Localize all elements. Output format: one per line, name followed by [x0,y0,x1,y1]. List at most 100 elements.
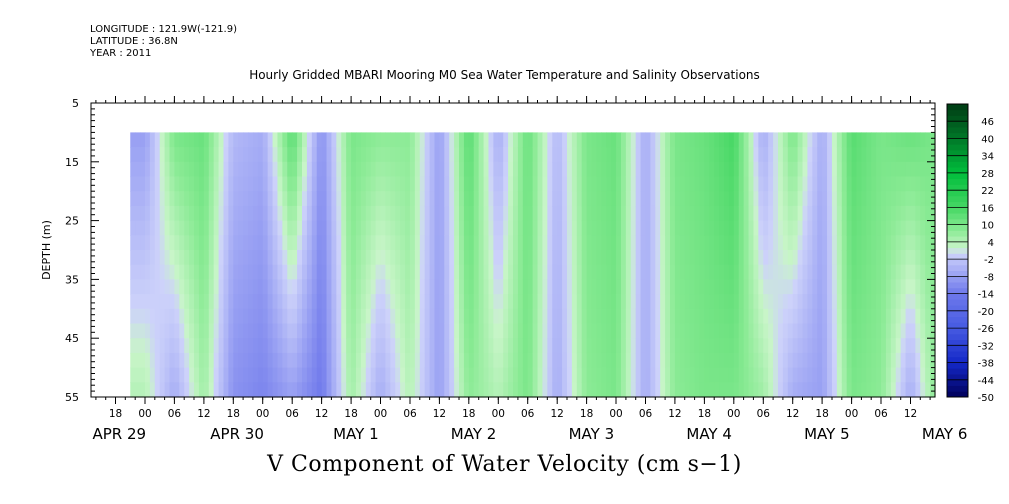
heatmap-cell [292,205,298,222]
heatmap-cell [311,294,318,310]
heatmap-cell [208,147,215,163]
heatmap-cell [586,161,593,178]
heatmap-cell [135,191,141,207]
heatmap-cell [375,264,382,280]
heatmap-cell [665,367,671,383]
x-tick-label: 00 [256,408,269,420]
heatmap-cell [895,338,902,354]
heatmap-cell [429,132,436,148]
heatmap-cell [709,161,715,178]
heatmap-cell [282,147,288,163]
heatmap-cell [488,323,494,339]
heatmap-cell [262,235,269,251]
heatmap-cell [620,264,627,280]
heatmap-cell [488,205,494,222]
heatmap-cell [277,264,283,280]
heatmap-cell [576,367,583,383]
heatmap-cell [724,132,730,148]
heatmap-cell [198,294,205,310]
heatmap-cell [179,191,185,207]
heatmap-cell [267,220,274,236]
heatmap-cell [925,147,931,163]
heatmap-cell [905,161,912,178]
heatmap-cell [385,279,391,295]
heatmap-cell [351,323,357,339]
heatmap-cell [463,191,470,207]
heatmap-cell [483,205,490,222]
heatmap-cell [925,279,931,295]
heatmap-cell [797,382,804,398]
heatmap-cell [670,264,676,280]
heatmap-cell [596,323,602,339]
heatmap-cell [591,323,598,339]
heatmap-cell [365,338,372,354]
heatmap-cell [881,147,887,163]
heatmap-cell [861,338,867,354]
heatmap-cell [424,338,431,354]
heatmap-cell [581,220,588,236]
heatmap-cell [591,220,598,236]
heatmap-cell [655,147,661,163]
axes: 18 00 06 12 18 00 06 12 18 00 06 12 18 00 06 12 18 00 06 12… [40,96,967,443]
heatmap-cell [777,323,784,339]
heatmap-cell [297,323,303,339]
heatmap-cell [380,220,387,236]
heatmap-cell [542,147,548,163]
heatmap-cell [763,323,769,339]
heatmap-cell [140,235,146,251]
heatmap-cell [257,352,264,369]
heatmap-cell [532,352,539,369]
heatmap-cell [434,308,440,325]
heatmap-cell [292,250,298,266]
heatmap-cell [400,382,406,398]
heatmap-cell [679,147,686,163]
heatmap-cell [812,235,818,251]
heatmap-cell [562,132,568,148]
heatmap-cell [287,294,293,310]
heatmap-cell [655,235,661,251]
heatmap-cell [370,132,377,148]
colorbar-swatch [947,328,968,335]
heatmap-cell [856,235,862,251]
heatmap-cell [194,220,200,236]
heatmap-cell [439,338,445,354]
heatmap-cell [272,338,279,354]
heatmap-cell [714,132,720,148]
heatmap-cell [213,279,220,295]
heatmap-cell [841,220,848,236]
colorbar-swatch [947,172,968,180]
heatmap-cell [807,367,813,383]
heatmap-cell [679,308,686,325]
heatmap-cell [223,367,229,383]
heatmap-cell [292,132,298,148]
heatmap-cell [341,294,347,310]
heatmap-cell [424,308,431,325]
heatmap-cell [802,191,809,207]
heatmap-cell [414,279,421,295]
heatmap-cell [503,352,509,369]
heatmap-cell [890,235,897,251]
heatmap-cell [463,279,470,295]
heatmap-cell [635,382,642,398]
heatmap-cell [365,352,372,369]
heatmap-cell [836,338,843,354]
heatmap-cell [925,382,931,398]
heatmap-cell [439,308,445,325]
heatmap-cell [164,220,171,236]
heatmap-cell [920,147,926,163]
heatmap-cell [375,323,382,339]
heatmap-cell [817,161,823,178]
heatmap-cell [351,338,357,354]
heatmap-cell [557,220,563,236]
heatmap-cell [154,367,161,383]
heatmap-cell [473,352,480,369]
heatmap-cell [454,220,460,236]
heatmap-cell [728,367,735,383]
x-day-label: MAY 6 [922,425,968,443]
heatmap-cell [640,132,647,148]
heatmap-cell [674,367,681,383]
heatmap-cell [846,235,853,251]
heatmap-cell [606,264,612,280]
heatmap-cell [900,338,907,354]
heatmap-cell [856,382,862,398]
